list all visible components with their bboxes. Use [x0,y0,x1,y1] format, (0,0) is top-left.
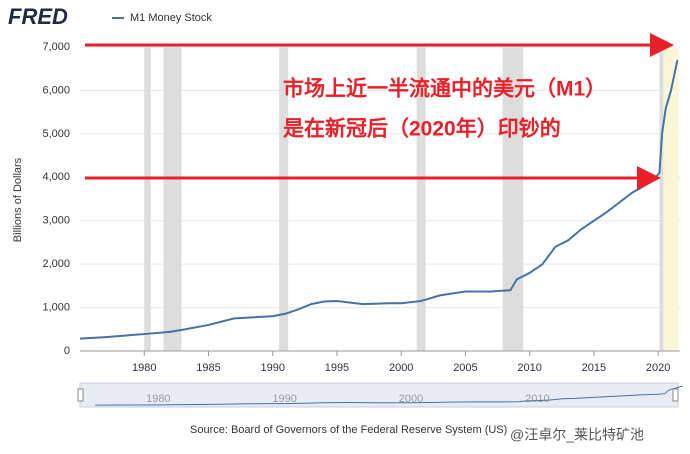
y-tick-label: 3,000 [42,215,70,227]
navigator-line [95,385,683,406]
annotation: 市场上近一半流通中的美元（M1） [283,77,606,101]
x-tick-label: 1985 [196,362,220,374]
recession-bar [163,47,182,351]
x-tick-label: 1980 [132,362,156,374]
navigator-handle[interactable] [77,388,84,402]
series-line [79,59,679,340]
highlight-band [660,47,679,351]
x-tick-label: 1990 [260,362,284,374]
navigator-tick-label: 1990 [272,393,296,405]
x-tick-label: 2010 [517,362,541,374]
watermark: @汪卓尔_莱比特矿池 [510,427,644,443]
y-tick-label: 4,000 [42,171,70,183]
y-tick-label: 0 [64,345,70,357]
x-tick-label: 2015 [582,362,606,374]
y-tick-label: 2,000 [42,258,70,270]
navigator-tick-label: 2000 [399,393,423,405]
source: Source: Board of Governors of the Federa… [190,424,507,436]
navigator-handle[interactable] [672,388,679,402]
recession-bar [502,47,524,351]
y-tick-label: 6,000 [42,84,70,96]
recession-bar [416,47,426,351]
logo: FRED [8,4,68,29]
recession-bar [279,47,289,351]
x-tick-label: 2020 [646,362,670,374]
x-tick-label: 2000 [389,362,413,374]
y-tick-label: 7,000 [42,41,70,53]
x-tick-label: 1995 [325,362,349,374]
y-axis-label: Billions of Dollars [12,157,24,242]
y-tick-label: 1,000 [42,301,70,313]
annotation: 是在新冠后（2020年）印钞的 [283,117,561,141]
x-tick-label: 2005 [453,362,477,374]
recession-bar [144,47,151,351]
navigator-tick-label: 2010 [525,393,549,405]
recession-bar [659,47,664,351]
navigator-tick-label: 1980 [146,393,170,405]
y-tick-label: 5,000 [42,128,70,140]
legend-label: M1 Money Stock [130,12,212,24]
